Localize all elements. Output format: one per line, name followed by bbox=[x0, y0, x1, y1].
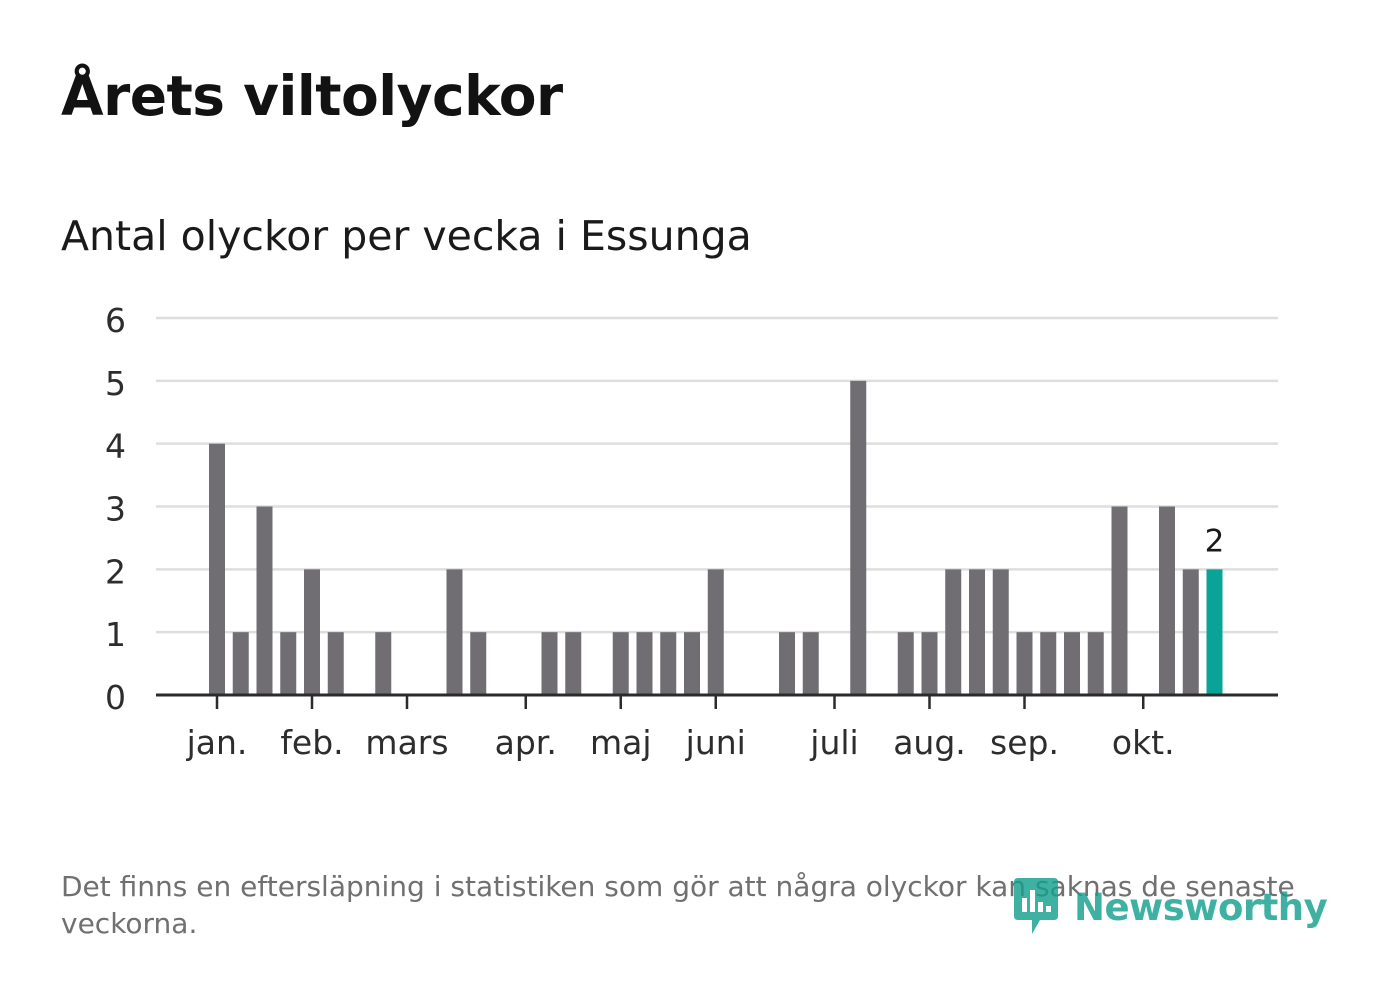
x-tick-label: jan. bbox=[186, 723, 248, 762]
x-tick-label: aug. bbox=[893, 723, 966, 762]
bars bbox=[209, 380, 1223, 695]
bar bbox=[209, 443, 225, 695]
newsworthy-logo-icon bbox=[1014, 878, 1058, 934]
y-tick-label-1: 1 bbox=[105, 615, 126, 654]
y-tick-label-3: 3 bbox=[105, 490, 126, 529]
bar bbox=[327, 632, 344, 695]
footnote: Det finns en eftersläpning i statistiken… bbox=[61, 870, 1295, 940]
y-tick-label-0: 0 bbox=[105, 678, 126, 717]
y-tick-label-6: 6 bbox=[105, 301, 126, 340]
bar bbox=[1016, 632, 1033, 695]
bar bbox=[660, 632, 677, 695]
bar-current-week bbox=[1206, 569, 1223, 695]
bar bbox=[969, 569, 985, 695]
bar bbox=[1087, 632, 1104, 695]
bar bbox=[850, 380, 867, 695]
y-tick-label-2: 2 bbox=[105, 552, 126, 591]
bar bbox=[992, 569, 1009, 695]
bar bbox=[304, 569, 320, 695]
bar bbox=[541, 632, 558, 695]
x-tick-label: juli bbox=[809, 723, 858, 762]
bar bbox=[565, 632, 582, 695]
x-tick-label: maj bbox=[590, 723, 652, 762]
bar bbox=[1064, 632, 1080, 695]
data-labels: 2 bbox=[1205, 523, 1225, 559]
bar bbox=[256, 506, 273, 695]
newsworthy-logo-text: Newsworthy bbox=[1074, 885, 1328, 929]
chart-title: Årets viltolyckor bbox=[61, 64, 563, 128]
x-tick-label: mars bbox=[365, 723, 448, 762]
bar bbox=[779, 632, 795, 695]
newsworthy-logo: Newsworthy bbox=[1010, 876, 1328, 938]
bar bbox=[470, 632, 487, 695]
x-tick-label: okt. bbox=[1112, 723, 1175, 762]
x-axis bbox=[156, 693, 1278, 709]
x-tick-label: sep. bbox=[990, 723, 1059, 762]
y-tick-label-5: 5 bbox=[105, 364, 126, 403]
data-label-current-week: 2 bbox=[1205, 523, 1225, 559]
y-tick-label-4: 4 bbox=[105, 427, 126, 466]
bar bbox=[1182, 569, 1199, 695]
bar bbox=[1159, 506, 1175, 695]
bar bbox=[921, 632, 938, 695]
bar bbox=[636, 632, 653, 695]
bar bbox=[707, 569, 724, 695]
bar bbox=[684, 632, 700, 695]
bar bbox=[897, 632, 914, 695]
bar bbox=[446, 569, 463, 695]
x-tick-label: juni bbox=[685, 723, 746, 762]
bar bbox=[945, 569, 962, 695]
x-tick-label: apr. bbox=[495, 723, 557, 762]
bar bbox=[1040, 632, 1057, 695]
bar bbox=[232, 632, 249, 695]
bar bbox=[612, 632, 629, 695]
x-tick-label: feb. bbox=[280, 723, 343, 762]
chart-subtitle: Antal olyckor per vecka i Essunga bbox=[61, 212, 752, 260]
x-axis-tick-labels: jan. feb. mars apr. maj juni juli aug. sep. okt. bbox=[186, 723, 1175, 762]
bar bbox=[802, 632, 819, 695]
y-axis-tick-labels: 0 1 2 3 4 5 6 bbox=[105, 301, 126, 717]
bar bbox=[280, 632, 297, 695]
bar bbox=[1111, 506, 1128, 695]
bar bbox=[375, 632, 392, 695]
